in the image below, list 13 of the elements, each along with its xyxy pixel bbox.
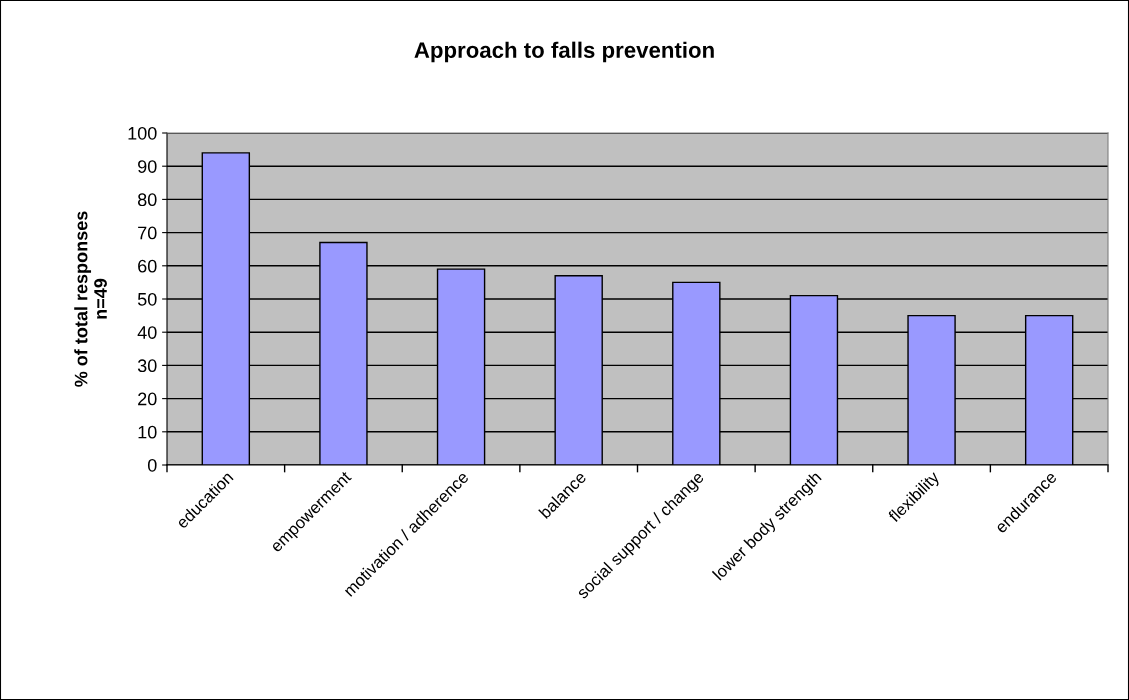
y-tick-label: 60 [138,259,157,273]
y-tick-label: 50 [137,292,157,306]
y-tick-label: 30 [137,359,157,373]
y-tick-label: 0 [147,458,157,472]
y-tick-label: 40 [137,326,157,339]
y-tick-label: 10 [138,425,157,439]
y-tick-label: 100 [128,126,157,140]
y-tick-label: 90 [138,160,157,173]
y-axis-title: % of total responses n=49 [74,211,107,387]
chart-title: Approach to falls prevention [414,41,714,63]
y-tick-label: 80 [137,193,157,207]
y-tick-label: 20 [138,392,157,406]
y-tick-label: 70 [138,226,157,240]
